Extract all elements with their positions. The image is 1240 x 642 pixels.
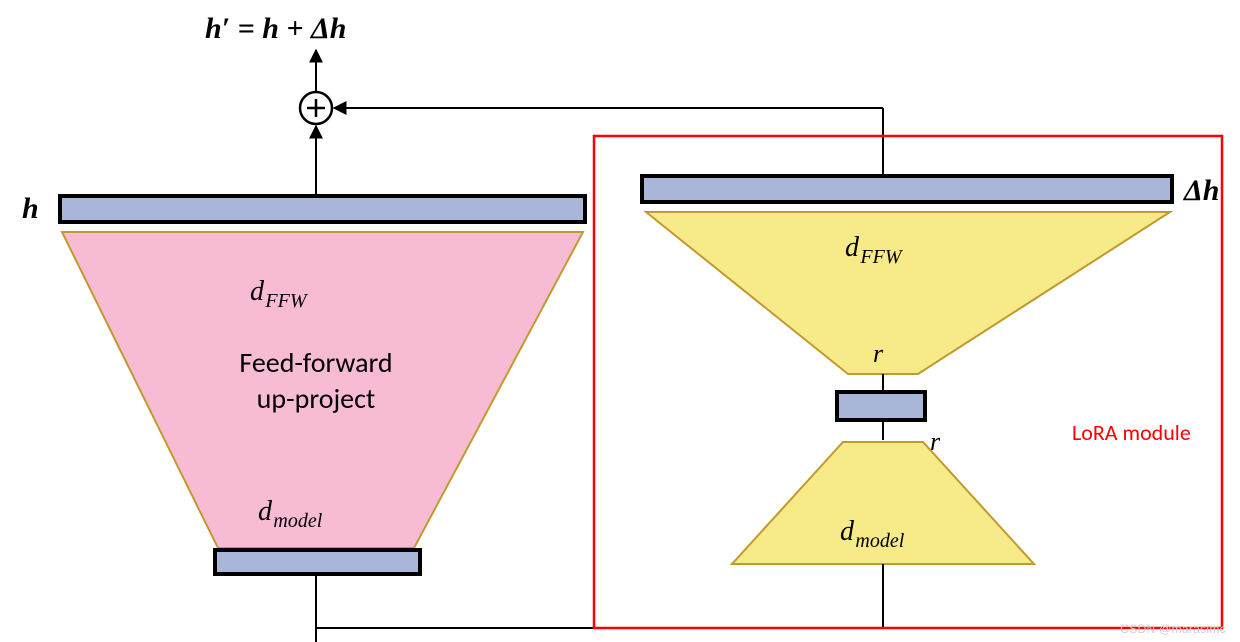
input-vector-bar <box>215 550 420 574</box>
svg-text:d: d <box>845 232 860 263</box>
lora-module-label: LoRA module <box>1072 419 1191 446</box>
svg-text:d: d <box>840 516 855 547</box>
svg-text:d: d <box>250 276 265 307</box>
feedforward-label-2: up-project <box>257 381 376 416</box>
h-vector-bar <box>60 196 585 222</box>
watermark-text: CSDN @marasimc <box>1120 622 1226 636</box>
feedforward-label-1: Feed-forward <box>239 345 392 380</box>
svg-text:FFW: FFW <box>859 246 903 268</box>
delta-h-vector-bar <box>642 176 1172 202</box>
lora-up-trapezoid <box>646 212 1170 374</box>
delta-h-label: Δh <box>1183 174 1220 207</box>
h-label: h <box>22 192 39 225</box>
rank-r-vector-bar <box>837 392 925 420</box>
r-top-label: r <box>873 339 884 368</box>
svg-text:d: d <box>258 496 273 527</box>
r-bottom-label: r <box>930 427 941 456</box>
svg-text:model: model <box>273 510 322 532</box>
svg-text:model: model <box>855 530 904 552</box>
svg-text:FFW: FFW <box>264 290 308 312</box>
equation-label: h′ = h + Δh <box>205 12 347 45</box>
